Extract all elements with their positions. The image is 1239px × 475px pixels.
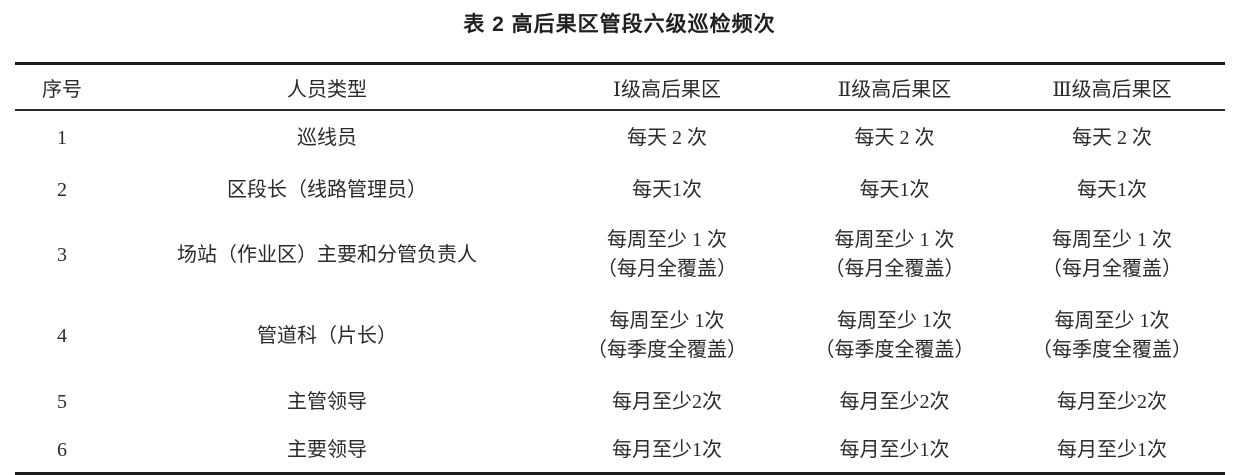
cell-personnel: 区段长（线路管理员） [227,178,427,201]
cell-frequency: 每天 2 次 [1072,127,1152,149]
cell-frequency: 每月至少1次 [1057,438,1167,461]
cell-serial: 5 [57,390,67,413]
inspection-frequency-table: 序号 人员类型 Ⅰ级高后果区 Ⅱ级高后果区 Ⅲ级高后果区 1 巡线员 每天 2 … [14,62,1225,475]
cell-personnel: 主管领导 [287,390,367,413]
cell-frequency: 每周至少 1 次 （每月全覆盖） [1042,229,1182,280]
cell-serial: 6 [57,438,67,461]
col-header-level-2-hca: Ⅱ级高后果区 [837,78,952,101]
table-row: 5 主管领导 每月至少2次 每月至少2次 每月至少2次 [15,376,1225,428]
cell-frequency: 每天1次 [632,178,702,201]
col-header-personnel: 人员类型 [287,78,367,101]
cell-frequency: 每月至少2次 [612,390,722,413]
cell-frequency: 每月至少2次 [839,390,950,413]
cell-personnel: 管道科（片长） [257,324,397,347]
cell-personnel: 主要领导 [287,438,367,461]
table-header: 序号 人员类型 Ⅰ级高后果区 Ⅱ级高后果区 Ⅲ级高后果区 [14,64,1225,110]
cell-serial: 4 [57,324,67,347]
table-row: 2 区段长（线路管理员） 每天1次 每天1次 每天1次 [15,166,1225,214]
cell-serial: 3 [57,243,67,266]
cell-personnel: 巡线员 [297,127,357,149]
cell-frequency: 每月至少1次 [839,438,950,461]
cell-frequency: 每周至少 1次 （每季度全覆盖） [814,310,975,361]
col-header-level-3-hca: Ⅲ级高后果区 [1052,78,1172,101]
cell-frequency: 每周至少 1次 （每季度全覆盖） [1032,310,1192,361]
cell-frequency: 每周至少 1次 （每季度全覆盖） [587,310,747,361]
cell-frequency: 每天 2 次 [627,127,707,149]
col-header-serial: 序号 [42,78,82,101]
cell-frequency: 每天1次 [1077,178,1147,201]
table-row: 4 管道科（片长） 每周至少 1次 （每季度全覆盖） 每周至少 1次 （每季度全… [15,296,1225,376]
cell-frequency: 每周至少 1 次 （每月全覆盖） [597,229,737,280]
col-header-level-1-hca: Ⅰ级高后果区 [613,78,721,101]
cell-serial: 1 [57,127,67,149]
header-row: 序号 人员类型 Ⅰ级高后果区 Ⅱ级高后果区 Ⅲ级高后果区 [14,64,1225,110]
table-row: 3 场站（作业区）主要和分管负责人 每周至少 1 次 （每月全覆盖） 每周至少 … [15,214,1225,296]
table-body: 1 巡线员 每天 2 次 每天 2 次 每天 2 次 2 区段长（线路管理员） … [15,110,1225,474]
table-row: 1 巡线员 每天 2 次 每天 2 次 每天 2 次 [15,110,1225,166]
cell-personnel: 场站（作业区）主要和分管负责人 [177,243,477,266]
cell-serial: 2 [57,178,67,201]
cell-frequency: 每月至少2次 [1057,390,1167,413]
cell-frequency: 每周至少 1 次 （每月全覆盖） [824,229,965,280]
table-title: 表 2 高后果区管段六级巡检频次 [463,13,776,36]
cell-frequency: 每天1次 [859,178,930,201]
table-row: 6 主要领导 每月至少1次 每月至少1次 每月至少1次 [15,428,1225,474]
cell-frequency: 每天 2 次 [854,127,935,149]
cell-frequency: 每月至少1次 [612,438,722,461]
